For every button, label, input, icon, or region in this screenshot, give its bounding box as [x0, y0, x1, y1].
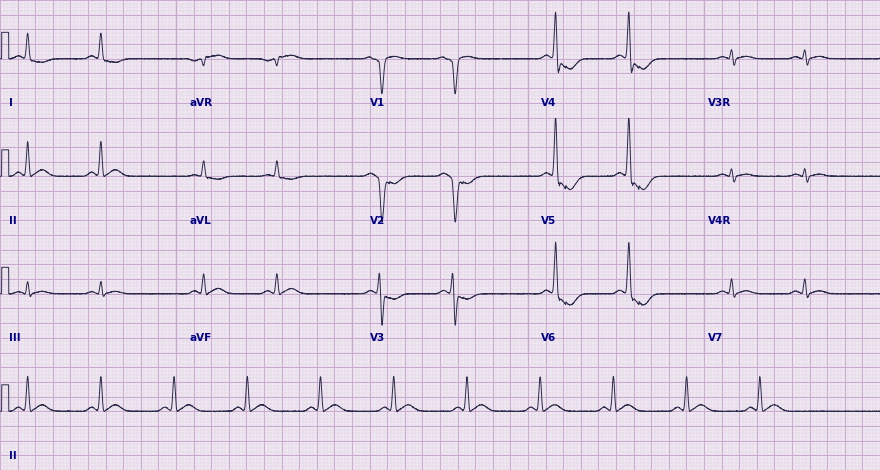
Text: V3: V3	[370, 333, 385, 343]
Text: V5: V5	[541, 216, 556, 226]
Text: I: I	[9, 98, 12, 108]
Text: V3R: V3R	[708, 98, 731, 108]
Text: II: II	[9, 216, 17, 226]
Text: II: II	[9, 451, 17, 461]
Text: V1: V1	[370, 98, 385, 108]
Text: aVL: aVL	[189, 216, 211, 226]
Text: V4: V4	[541, 98, 556, 108]
Text: V2: V2	[370, 216, 385, 226]
Text: V4R: V4R	[708, 216, 732, 226]
Text: aVR: aVR	[189, 98, 212, 108]
Text: V7: V7	[708, 333, 723, 343]
Text: V6: V6	[541, 333, 556, 343]
Text: III: III	[9, 333, 20, 343]
Text: aVF: aVF	[189, 333, 211, 343]
